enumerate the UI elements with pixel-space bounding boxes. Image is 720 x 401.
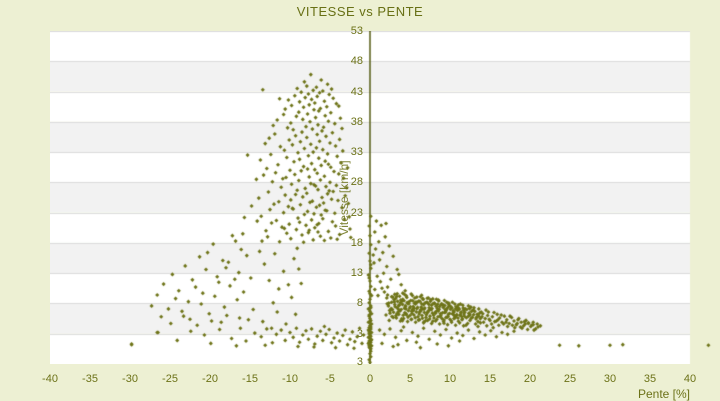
y-tick-label: 8 — [356, 297, 363, 310]
x-tick-label: 15 — [483, 373, 497, 385]
x-tick-label: 0 — [366, 373, 374, 385]
x-tick-label: 35 — [643, 373, 657, 385]
x-tick-label: -25 — [162, 373, 178, 385]
y-tick-label: 28 — [350, 176, 363, 189]
y-tick-label: 23 — [350, 206, 363, 219]
x-tick-label: 20 — [523, 373, 537, 385]
x-tick-label: -10 — [282, 373, 298, 385]
x-tick-label: -40 — [42, 373, 58, 385]
x-tick-label: 40 — [683, 373, 697, 385]
y-axis-title: Vitesse [km/h] — [337, 160, 351, 236]
y-axis-min-label: 3 — [356, 356, 363, 368]
x-tick-label: 25 — [563, 373, 577, 385]
y-tick-label: 43 — [350, 85, 363, 98]
x-tick-label: -20 — [202, 373, 218, 385]
x-tick-label: -30 — [122, 373, 138, 385]
y-tick-label: 48 — [350, 55, 363, 68]
y-tick-label: 33 — [350, 146, 363, 159]
y-tick-label: 3 — [356, 327, 363, 340]
x-tick-label: -15 — [242, 373, 258, 385]
plot-area-canvas — [50, 31, 720, 364]
x-tick-label: -35 — [82, 373, 98, 385]
x-tick-label: 10 — [443, 373, 457, 385]
chart-title: VITESSE vs PENTE — [296, 4, 424, 19]
y-tick-label: 18 — [350, 236, 363, 249]
x-tick-label: 5 — [406, 373, 414, 385]
y-tick-label: 13 — [350, 267, 363, 280]
y-tick-label: 38 — [350, 115, 363, 128]
x-tick-label: 30 — [603, 373, 617, 385]
x-axis-title: Pente [%] — [637, 387, 690, 401]
y-tick-label: 53 — [350, 25, 363, 37]
x-tick-label: -5 — [325, 373, 335, 385]
